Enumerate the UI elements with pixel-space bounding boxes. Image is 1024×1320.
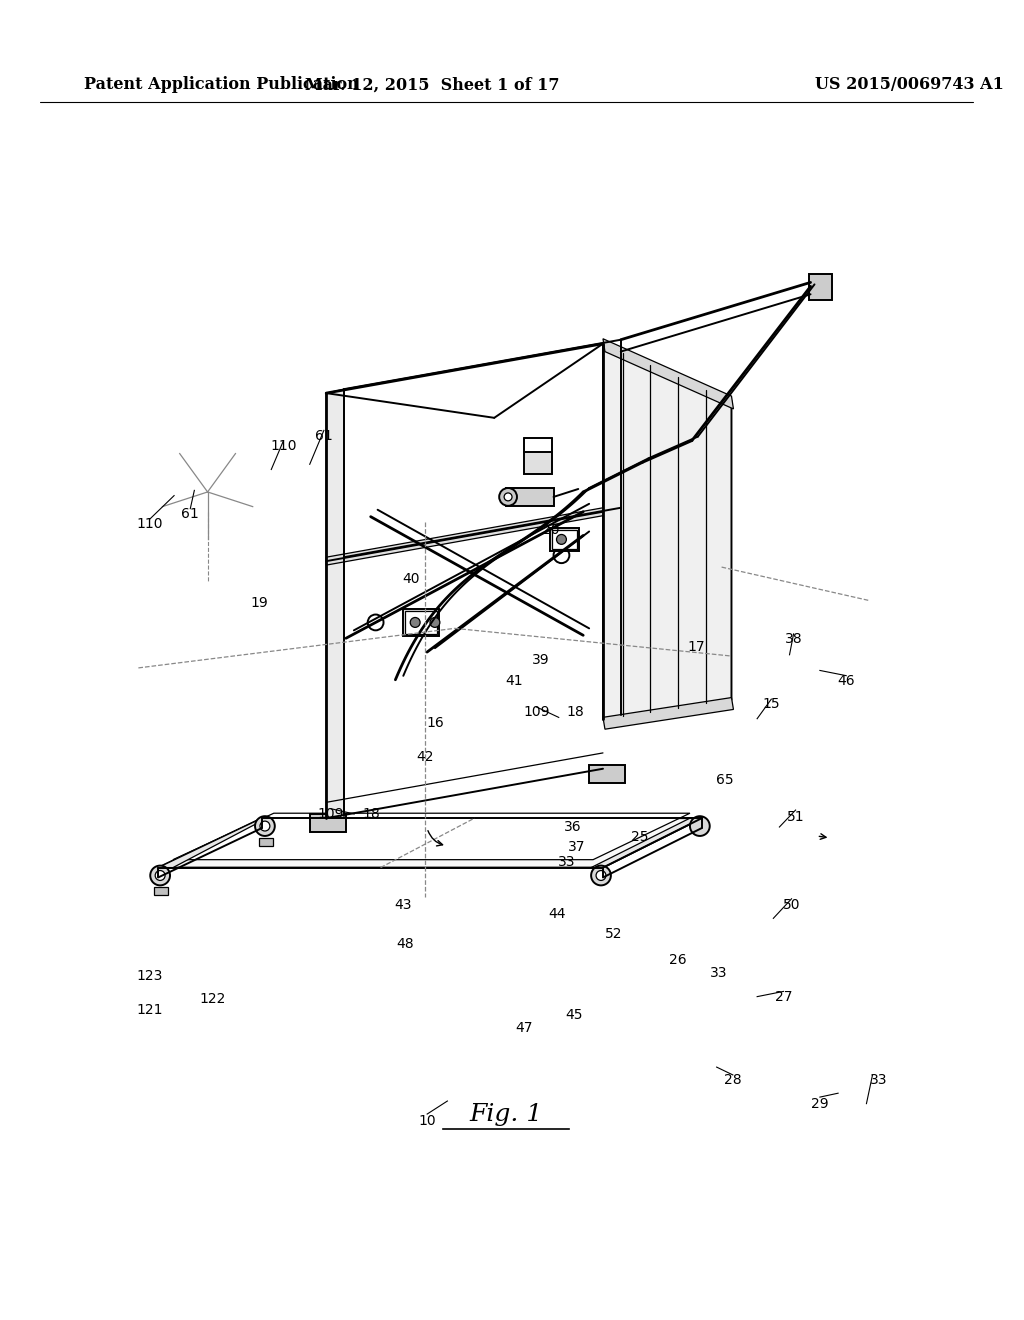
Text: 37: 37 (568, 840, 586, 854)
Text: 48: 48 (396, 937, 414, 952)
Text: 17: 17 (687, 640, 706, 653)
Text: 47: 47 (515, 1020, 534, 1035)
Circle shape (156, 871, 165, 880)
Bar (524, 453, 552, 474)
Text: 33: 33 (558, 855, 575, 870)
Text: 45: 45 (565, 1008, 583, 1022)
Text: 110: 110 (136, 517, 163, 532)
Circle shape (430, 618, 440, 627)
Text: 36: 36 (564, 820, 582, 834)
Text: 122: 122 (200, 993, 225, 1006)
Text: 44: 44 (548, 907, 565, 921)
Text: 29: 29 (811, 1097, 828, 1110)
Text: 61: 61 (315, 429, 333, 442)
Text: 109: 109 (523, 705, 550, 719)
Polygon shape (158, 818, 701, 867)
Text: 109: 109 (317, 807, 344, 821)
Text: 10: 10 (419, 1114, 436, 1127)
Text: 41: 41 (506, 675, 523, 688)
Text: 121: 121 (136, 1003, 163, 1016)
Circle shape (411, 618, 420, 627)
Bar (403, 609, 439, 636)
Circle shape (504, 492, 512, 500)
Bar (550, 528, 580, 552)
Text: 16: 16 (426, 715, 444, 730)
Text: Mar. 12, 2015  Sheet 1 of 17: Mar. 12, 2015 Sheet 1 of 17 (305, 77, 559, 94)
Circle shape (556, 535, 566, 544)
Text: 42: 42 (417, 750, 434, 763)
Bar (406, 611, 437, 635)
Text: 61: 61 (181, 507, 200, 521)
Text: 51: 51 (786, 809, 805, 824)
Polygon shape (591, 818, 701, 867)
Circle shape (591, 866, 611, 886)
Text: 38: 38 (784, 632, 803, 645)
Text: 15: 15 (763, 697, 780, 711)
Text: 25: 25 (631, 830, 648, 845)
Text: 65: 65 (716, 774, 733, 787)
Text: 20: 20 (542, 523, 559, 536)
Text: 40: 40 (402, 572, 420, 586)
Polygon shape (603, 697, 733, 729)
Circle shape (690, 816, 710, 836)
Text: 33: 33 (869, 1073, 888, 1088)
Text: Fig. 1: Fig. 1 (469, 1104, 543, 1126)
Text: 50: 50 (782, 899, 801, 912)
Bar (552, 529, 578, 549)
Text: 110: 110 (270, 440, 297, 453)
Text: 18: 18 (362, 807, 380, 821)
Text: 52: 52 (604, 927, 623, 941)
Bar (809, 275, 833, 300)
Text: 123: 123 (136, 969, 163, 983)
Text: 28: 28 (724, 1073, 741, 1088)
Polygon shape (603, 339, 733, 409)
Text: 46: 46 (838, 675, 855, 688)
Polygon shape (327, 389, 344, 818)
Polygon shape (158, 818, 267, 867)
Text: 39: 39 (531, 653, 549, 667)
Text: 33: 33 (710, 966, 727, 981)
Bar (310, 814, 346, 832)
Circle shape (151, 866, 170, 886)
Circle shape (596, 871, 606, 880)
Bar (506, 488, 554, 506)
Text: 18: 18 (566, 705, 584, 719)
Polygon shape (173, 813, 690, 859)
Circle shape (499, 488, 517, 506)
Bar (259, 838, 272, 846)
Polygon shape (603, 343, 731, 719)
Bar (155, 887, 168, 895)
Polygon shape (327, 508, 603, 565)
Text: 43: 43 (394, 899, 412, 912)
Text: 26: 26 (670, 953, 687, 968)
Text: 27: 27 (775, 990, 793, 1003)
Circle shape (255, 816, 274, 836)
Text: 19: 19 (250, 595, 268, 610)
Circle shape (554, 548, 569, 564)
Circle shape (260, 821, 270, 832)
Bar (589, 764, 625, 783)
Text: Patent Application Publication: Patent Application Publication (84, 77, 358, 94)
Text: US 2015/0069743 A1: US 2015/0069743 A1 (815, 77, 1004, 94)
Circle shape (368, 615, 384, 631)
